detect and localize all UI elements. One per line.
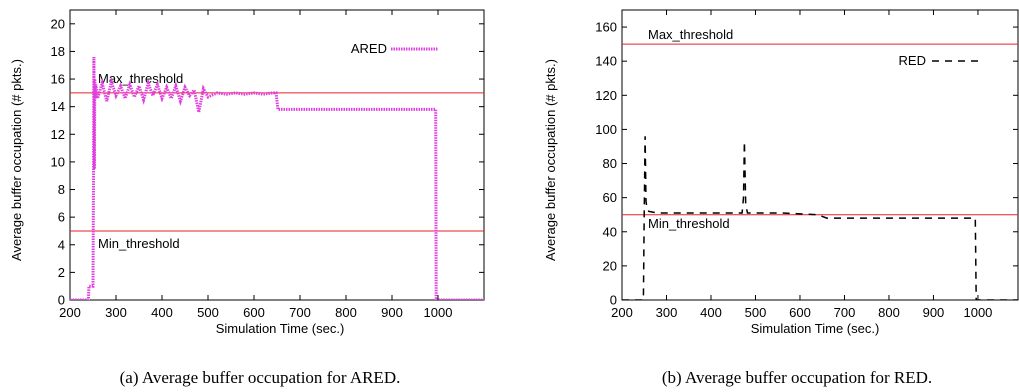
y-tick-label-16: 16 [51,72,65,87]
x-tick-label-800: 800 [878,305,900,320]
y-tick-label-140: 140 [595,54,617,69]
x-tick-label-800: 800 [335,305,357,320]
y-tick-label-6: 6 [58,210,65,225]
x-axis-label-red: Simulation Time (sec.) [751,321,880,336]
y-tick-label-10: 10 [51,154,65,169]
y-tick-label-160: 160 [595,20,617,35]
x-tick-label-300: 300 [105,305,127,320]
y-tick-label-100: 100 [595,122,617,137]
y-tick-label-40: 40 [603,224,617,239]
series-line-ared [70,56,484,300]
x-tick-label-300: 300 [656,305,678,320]
plot-frame-ared [69,9,485,301]
y-tick-label-12: 12 [51,127,65,142]
x-tick-label-200: 200 [611,305,633,320]
annotation-max-threshold: Max_threshold [98,71,183,86]
legend-label-red: RED [899,53,926,68]
y-tick-label-8: 8 [58,182,65,197]
chart-ared: 200 300 400 500 600 700 800 900 1000 0 2 4 6 8 10 12 14 1… [51,9,485,320]
x-tick-label-700: 700 [834,305,856,320]
caption-red: (b) Average buffer occupation for RED. [662,368,932,387]
x-tick-label-400: 400 [151,305,173,320]
x-tick-label-200: 200 [59,305,81,320]
series-line-red [622,136,1018,300]
x-tick-label-700: 700 [289,305,311,320]
y-tick-label-0: 0 [58,293,65,308]
x-tick-label-400: 400 [700,305,722,320]
x-tick-label-600: 600 [243,305,265,320]
y-tick-label-2: 2 [58,265,65,280]
y-tick-label-0: 0 [610,293,617,308]
y-tick-label-14: 14 [51,99,65,114]
y-tick-label-20: 20 [51,16,65,31]
y-tick-label-4: 4 [58,237,65,252]
y-tick-label-80: 80 [603,156,617,171]
x-tick-label-600: 600 [789,305,811,320]
x-tick-label-500: 500 [197,305,219,320]
legend-label-ared: ARED [351,41,387,56]
chart-red: 200 300 400 500 600 700 800 900 1000 0 20 40 60 80 100… [595,9,1019,320]
x-tick-label-900: 900 [381,305,403,320]
y-tick-label-120: 120 [595,88,617,103]
x-tick-label-500: 500 [745,305,767,320]
y-tick-label-18: 18 [51,44,65,59]
y-axis-label-red: Average buffer occupation (# pkts.) [543,59,558,261]
plot-frame-red [621,9,1019,301]
x-tick-label-1000: 1000 [424,305,453,320]
x-tick-label-1000: 1000 [963,305,992,320]
annotation-min-threshold: Min_threshold [648,216,730,231]
y-axis-label-ared: Average buffer occupation (# pkts.) [9,59,24,261]
caption-ared: (a) Average buffer occupation for ARED. [120,368,401,387]
y-tick-label-60: 60 [603,190,617,205]
y-tick-label-20: 20 [603,258,617,273]
x-axis-label-ared: Simulation Time (sec.) [216,321,345,336]
annotation-min-threshold: Min_threshold [98,236,180,251]
x-tick-label-900: 900 [923,305,945,320]
annotation-max-threshold: Max_threshold [648,27,733,42]
